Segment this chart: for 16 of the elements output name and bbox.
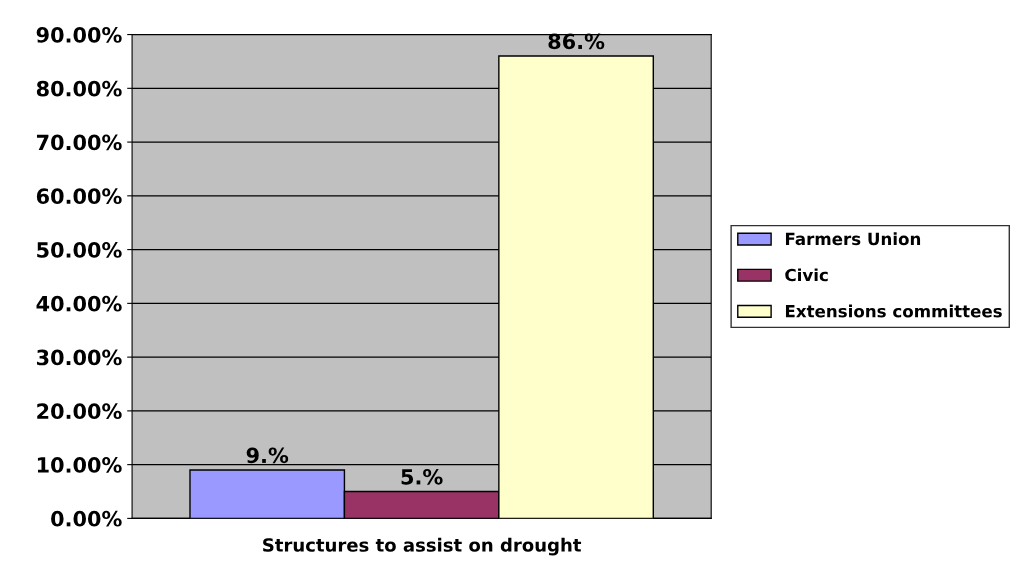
data-label: 9.% [246,447,289,464]
y-tick-label: 40.00% [36,295,122,312]
y-tick-label: 70.00% [36,134,122,151]
y-tick-label: 20.00% [37,403,122,420]
legend-label: Farmers Union [785,232,921,246]
x-tick-label: Structures to assist on drought [263,537,582,556]
y-tick-label: 50.00% [37,242,122,258]
y-tick-label: 60.00% [36,188,122,205]
y-tick-label: 10.00% [37,457,122,473]
legend-label: Civic [785,268,828,282]
y-tick-label: 80.00% [36,80,122,97]
data-label: 5.% [401,468,443,485]
y-tick-label: 30.00% [36,349,122,366]
y-tick-label: 90.00% [36,27,122,43]
legend-label: Extensions committees [785,304,1002,318]
y-tick-label: 0.00% [51,510,122,527]
